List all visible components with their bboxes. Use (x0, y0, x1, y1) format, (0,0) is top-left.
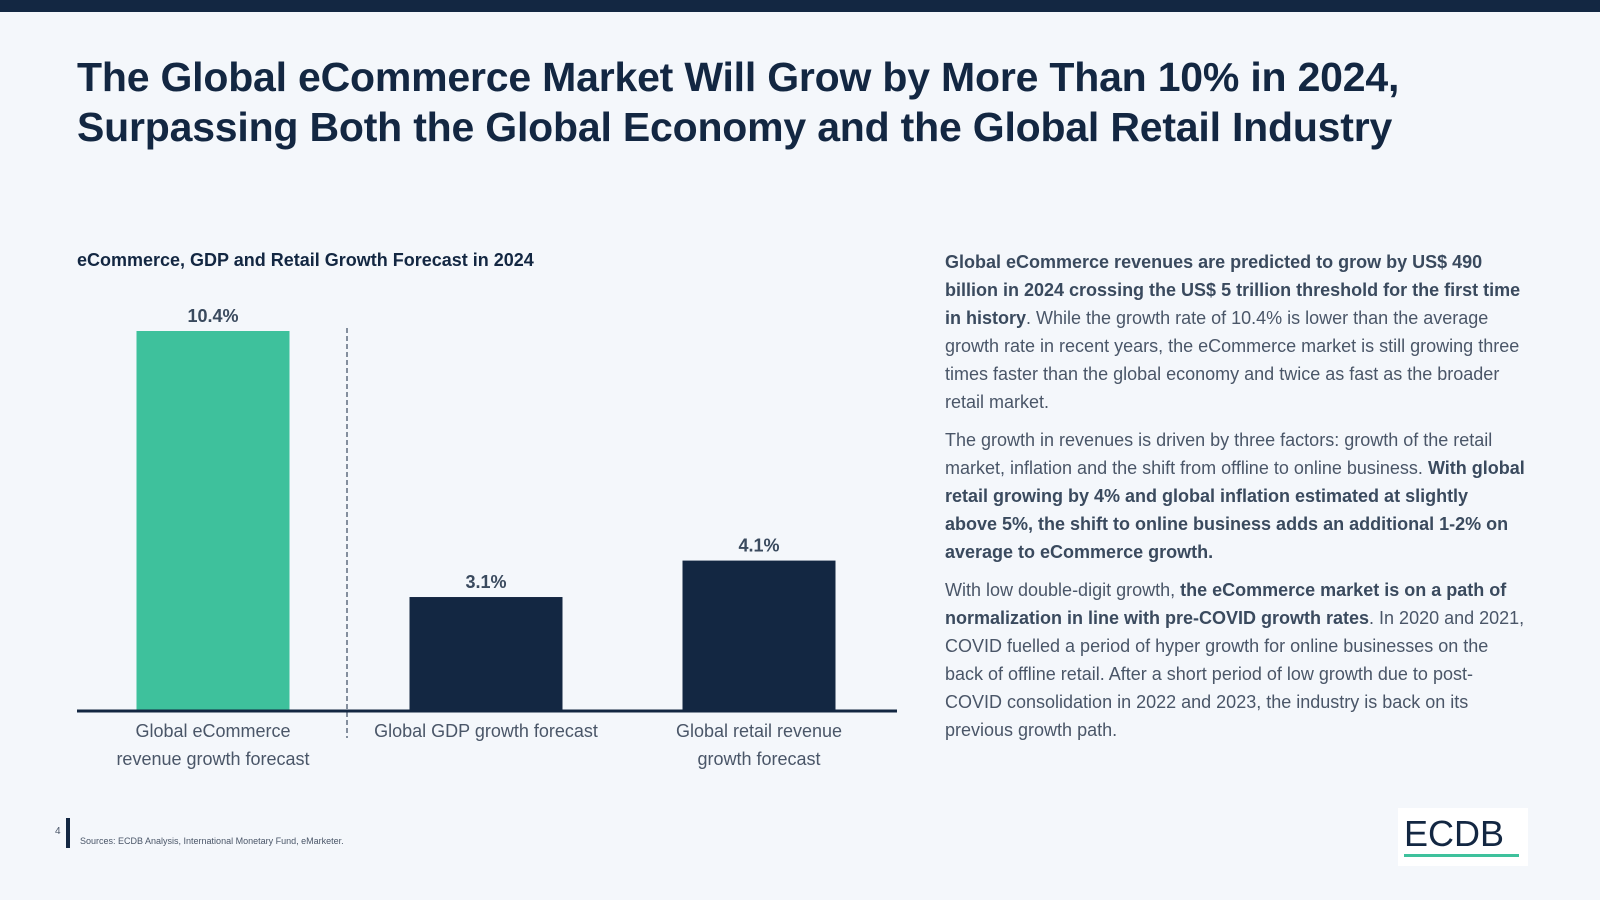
x-tick-label-line: Global retail revenue (675, 721, 843, 741)
bar-1 (136, 331, 290, 710)
paragraph-2-text: The growth in revenues is driven by thre… (945, 430, 1493, 478)
x-tick-label-line: revenue growth forecast (116, 749, 310, 769)
x-tick-label-line: Global eCommerce (135, 721, 291, 741)
page-title-line-1: The Global eCommerce Market Will Grow by… (77, 54, 1400, 100)
paragraph-3-text: With low double-digit growth, (945, 580, 1181, 600)
page-title: The Global eCommerce Market Will Grow by… (77, 52, 1517, 152)
x-tick-label-3: Global retail revenue growth forecast (644, 717, 874, 773)
page-marker (66, 818, 70, 848)
paragraph-1-bold: Global eCommerce revenues are predicted … (945, 252, 1521, 328)
page-title-line-2: Surpassing Both the Global Economy and t… (77, 104, 1393, 150)
paragraph-2: The growth in revenues is driven by thre… (945, 426, 1525, 566)
logo-text: ECDB (1404, 813, 1505, 854)
paragraph-2-bold: With global retail growing by 4% and glo… (945, 458, 1525, 562)
bar-value-label-3: 4.1% (738, 536, 779, 556)
description-text: Global eCommerce revenues are predicted … (945, 248, 1525, 754)
logo-underline (1404, 854, 1519, 857)
bar-3 (682, 560, 836, 710)
top-bar (0, 0, 1600, 12)
page-number: 4 (55, 826, 61, 837)
x-tick-label-2: Global GDP growth forecast (371, 717, 601, 745)
paragraph-3-rest: . In 2020 and 2021, COVID fuelled a peri… (945, 608, 1525, 740)
bar-value-label-1: 10.4% (187, 306, 238, 326)
paragraph-3-bold: the eCommerce market is on a path of nor… (945, 580, 1507, 628)
ecdb-logo: ECDB (1398, 808, 1528, 866)
bar-value-label-2: 3.1% (465, 572, 506, 592)
chart-title: eCommerce, GDP and Retail Growth Forecas… (77, 250, 534, 270)
paragraph-1-text: . While the growth rate of 10.4% is lowe… (945, 308, 1520, 412)
paragraph-3: With low double-digit growth, the eComme… (945, 576, 1525, 744)
bar-2 (409, 597, 563, 710)
x-tick-label-1: Global eCommerce revenue growth forecast (98, 717, 328, 773)
sources-note: Sources: ECDB Analysis, International Mo… (80, 836, 344, 846)
paragraph-1: Global eCommerce revenues are predicted … (945, 248, 1525, 416)
x-tick-label-line: Global GDP growth forecast (374, 721, 598, 741)
x-tick-label-line: growth forecast (697, 749, 821, 769)
